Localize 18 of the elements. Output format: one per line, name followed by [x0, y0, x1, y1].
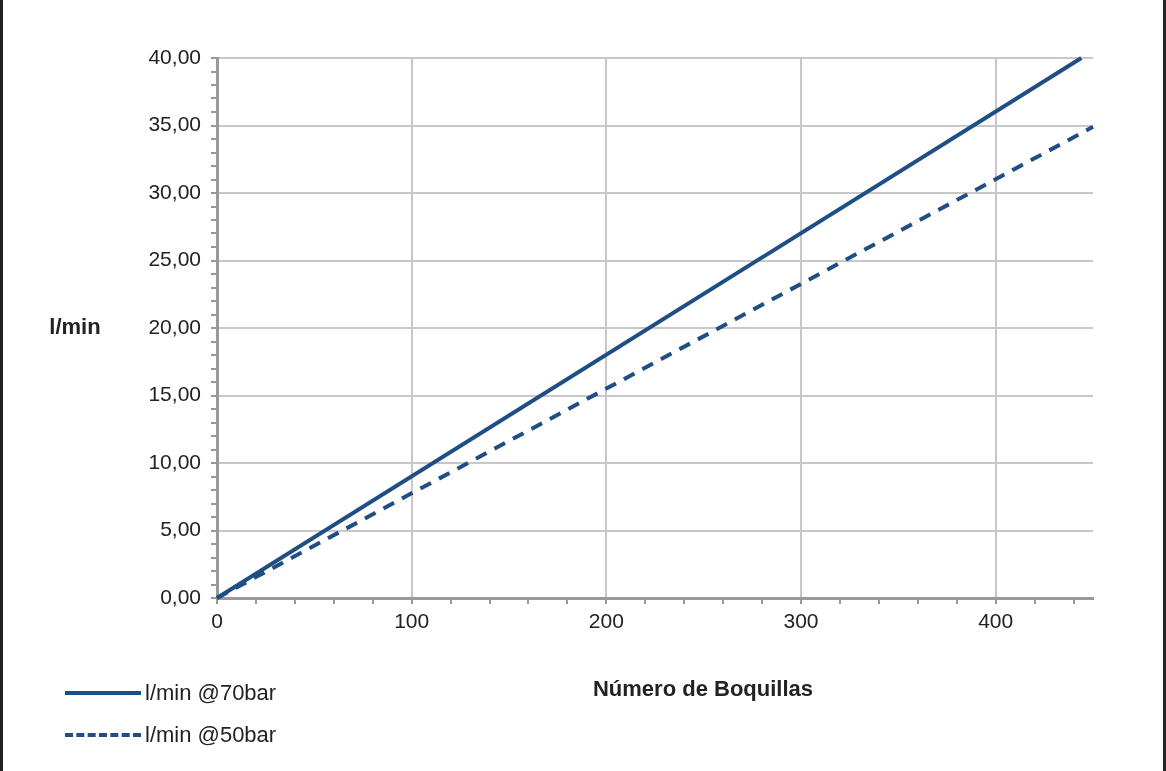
y-tick-label: 5,00: [160, 517, 201, 541]
x-tick-label: 200: [588, 609, 624, 633]
y-tick-label: 30,00: [148, 179, 201, 203]
x-tick-label: 400: [978, 609, 1014, 633]
x-tick-label: 300: [783, 609, 819, 633]
x-axis-title: Número de Boquillas: [592, 676, 814, 702]
legend-label: l/min @50bar: [145, 722, 277, 748]
legend-label: l/min @70bar: [145, 680, 277, 706]
y-tick-label: 25,00: [148, 247, 201, 271]
y-tick-label: 40,00: [148, 44, 201, 68]
y-tick-label: 20,00: [148, 314, 201, 338]
y-axis-title: l/min: [49, 314, 101, 340]
y-tick-label: 10,00: [148, 449, 201, 473]
y-tick-label: 0,00: [160, 584, 201, 608]
x-tick-label: 100: [394, 609, 430, 633]
y-tick-label: 35,00: [148, 112, 201, 136]
x-tick-label: 0: [211, 609, 223, 633]
y-tick-label: 15,00: [148, 382, 201, 406]
